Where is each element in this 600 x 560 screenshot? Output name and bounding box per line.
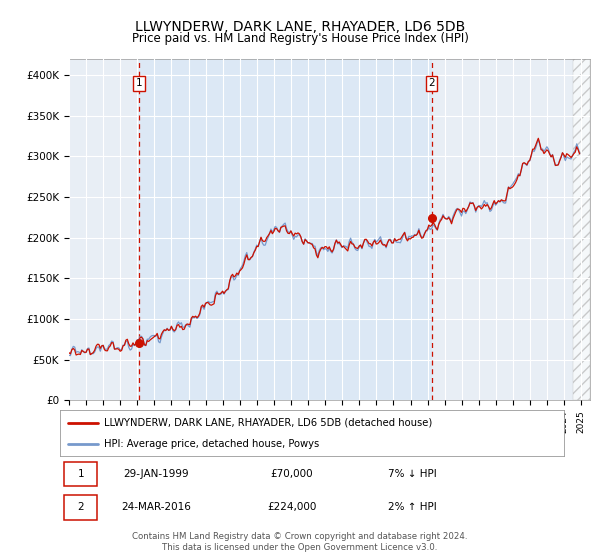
Text: Price paid vs. HM Land Registry's House Price Index (HPI): Price paid vs. HM Land Registry's House … [131, 32, 469, 45]
Text: LLWYNDERW, DARK LANE, RHAYADER, LD6 5DB: LLWYNDERW, DARK LANE, RHAYADER, LD6 5DB [135, 20, 465, 34]
Text: 7% ↓ HPI: 7% ↓ HPI [388, 469, 437, 479]
Text: 2% ↑ HPI: 2% ↑ HPI [388, 502, 437, 512]
Text: 2: 2 [428, 78, 435, 88]
Text: £224,000: £224,000 [267, 502, 317, 512]
Bar [573, 59, 590, 400]
FancyBboxPatch shape [64, 495, 97, 520]
Text: This data is licensed under the Open Government Licence v3.0.: This data is licensed under the Open Gov… [163, 543, 437, 552]
Text: 29-JAN-1999: 29-JAN-1999 [123, 469, 188, 479]
Text: 2: 2 [77, 502, 84, 512]
Text: 1: 1 [77, 469, 84, 479]
Text: LLWYNDERW, DARK LANE, RHAYADER, LD6 5DB (detached house): LLWYNDERW, DARK LANE, RHAYADER, LD6 5DB … [104, 418, 433, 428]
Text: 1: 1 [136, 78, 142, 88]
Text: 24-MAR-2016: 24-MAR-2016 [121, 502, 191, 512]
Bar [139, 59, 431, 400]
FancyBboxPatch shape [64, 461, 97, 486]
Text: HPI: Average price, detached house, Powys: HPI: Average price, detached house, Powy… [104, 439, 320, 449]
Text: Contains HM Land Registry data © Crown copyright and database right 2024.: Contains HM Land Registry data © Crown c… [132, 532, 468, 541]
Text: £70,000: £70,000 [271, 469, 313, 479]
